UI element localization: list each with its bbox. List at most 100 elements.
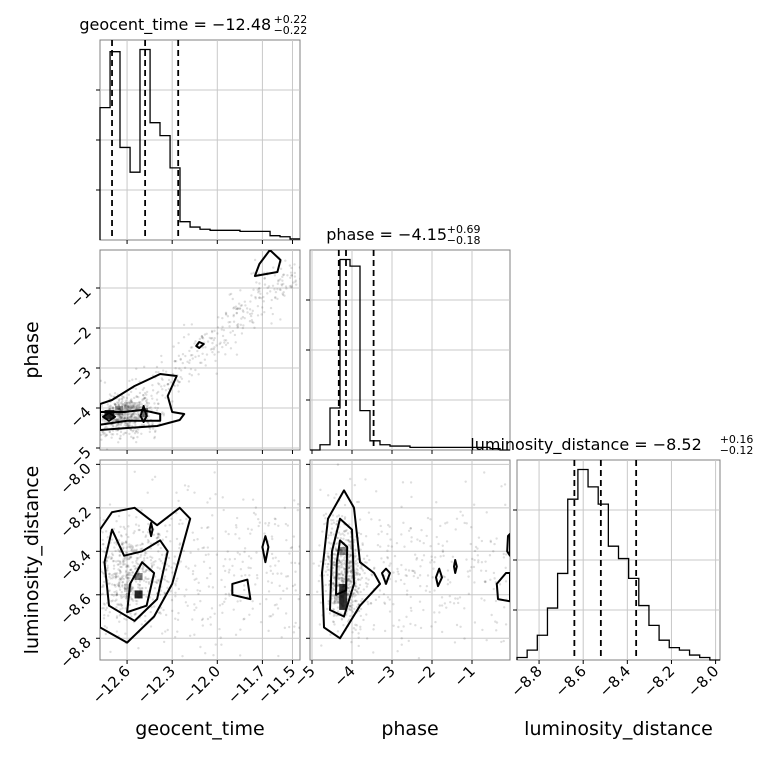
sample-point <box>291 584 295 588</box>
sample-point <box>134 613 137 616</box>
sample-point <box>130 598 133 601</box>
sample-point <box>135 406 139 410</box>
sample-point <box>121 403 124 406</box>
sample-point <box>329 531 333 534</box>
sample-point <box>142 565 145 569</box>
sample-point <box>115 406 119 409</box>
sample-point <box>413 553 417 556</box>
sample-point <box>327 600 330 603</box>
sample-point <box>290 284 293 287</box>
sample-point <box>110 574 114 577</box>
sample-point <box>122 525 126 529</box>
sample-point <box>141 399 144 402</box>
sample-point <box>156 536 159 540</box>
sample-point <box>147 402 151 405</box>
sample-point <box>118 415 121 418</box>
sample-point <box>340 572 344 576</box>
sample-point <box>117 514 121 518</box>
sample-point <box>333 600 336 603</box>
sample-point <box>121 595 124 598</box>
sample-point <box>322 574 326 577</box>
sample-point <box>455 623 459 627</box>
sample-point <box>129 399 132 403</box>
sample-point <box>116 423 119 427</box>
sample-point <box>386 557 390 560</box>
sample-point <box>343 567 346 571</box>
sample-point <box>343 530 346 533</box>
sample-point <box>125 565 129 568</box>
sample-point <box>127 565 130 569</box>
sample-point <box>265 571 268 575</box>
sample-point <box>91 571 93 573</box>
sample-point <box>232 574 236 577</box>
sample-point <box>228 568 231 572</box>
sample-point <box>97 420 99 422</box>
sample-point <box>340 571 343 575</box>
sample-point <box>213 346 216 349</box>
sample-point <box>340 515 344 518</box>
sample-point <box>165 530 169 533</box>
sample-point <box>120 541 124 544</box>
sample-point <box>122 563 125 567</box>
contour-line <box>453 559 458 574</box>
sample-point <box>456 601 460 605</box>
sample-point <box>333 602 336 605</box>
sample-point <box>347 561 351 565</box>
sample-point <box>130 401 134 404</box>
sample-point <box>187 485 190 488</box>
sample-point <box>269 306 273 310</box>
sample-point <box>349 554 352 557</box>
sample-point <box>283 626 287 630</box>
sample-point <box>170 566 173 569</box>
sample-point <box>494 620 497 623</box>
sample-point <box>333 613 336 616</box>
sample-point <box>221 602 224 606</box>
sample-point <box>356 590 359 594</box>
sample-point <box>353 555 357 559</box>
sample-point <box>118 554 121 558</box>
sample-point <box>117 407 120 411</box>
sample-point <box>111 407 115 410</box>
density-cell <box>134 590 143 599</box>
sample-point <box>120 416 124 419</box>
sample-point <box>206 501 209 504</box>
sample-point <box>199 599 202 603</box>
sample-point <box>333 600 337 603</box>
sample-point <box>153 436 156 440</box>
sample-point <box>129 568 133 571</box>
sample-point <box>106 566 110 569</box>
sample-point <box>197 592 200 596</box>
sample-point <box>324 517 327 520</box>
sample-point <box>115 519 118 523</box>
sample-point <box>504 580 508 583</box>
sample-point <box>118 586 121 589</box>
sample-point <box>221 325 224 329</box>
sample-point <box>357 586 361 590</box>
sample-point <box>396 567 399 571</box>
sample-point <box>105 626 108 629</box>
sample-point <box>483 471 486 474</box>
sample-point <box>134 417 138 421</box>
histogram-panel-luminosity-distance: luminosity_distance = −8.52 +0.16−0.12 <box>470 433 753 664</box>
sample-point <box>283 294 286 297</box>
sample-point <box>471 557 474 561</box>
sample-point <box>173 635 177 639</box>
sample-point <box>105 606 109 610</box>
sample-point <box>157 532 160 536</box>
sample-point <box>409 527 412 530</box>
sample-point <box>125 558 128 561</box>
sample-point <box>349 550 352 553</box>
sample-point <box>119 414 122 417</box>
sample-point <box>479 569 483 572</box>
sample-point <box>449 600 452 604</box>
sample-point <box>274 556 277 559</box>
sample-point <box>473 558 476 562</box>
sample-point <box>472 565 476 569</box>
sample-point <box>253 326 256 330</box>
sample-point <box>129 573 132 577</box>
sample-point <box>194 564 197 567</box>
sample-point <box>296 508 299 512</box>
sample-point <box>399 578 403 582</box>
sample-point <box>115 543 118 546</box>
sample-point <box>156 543 160 547</box>
